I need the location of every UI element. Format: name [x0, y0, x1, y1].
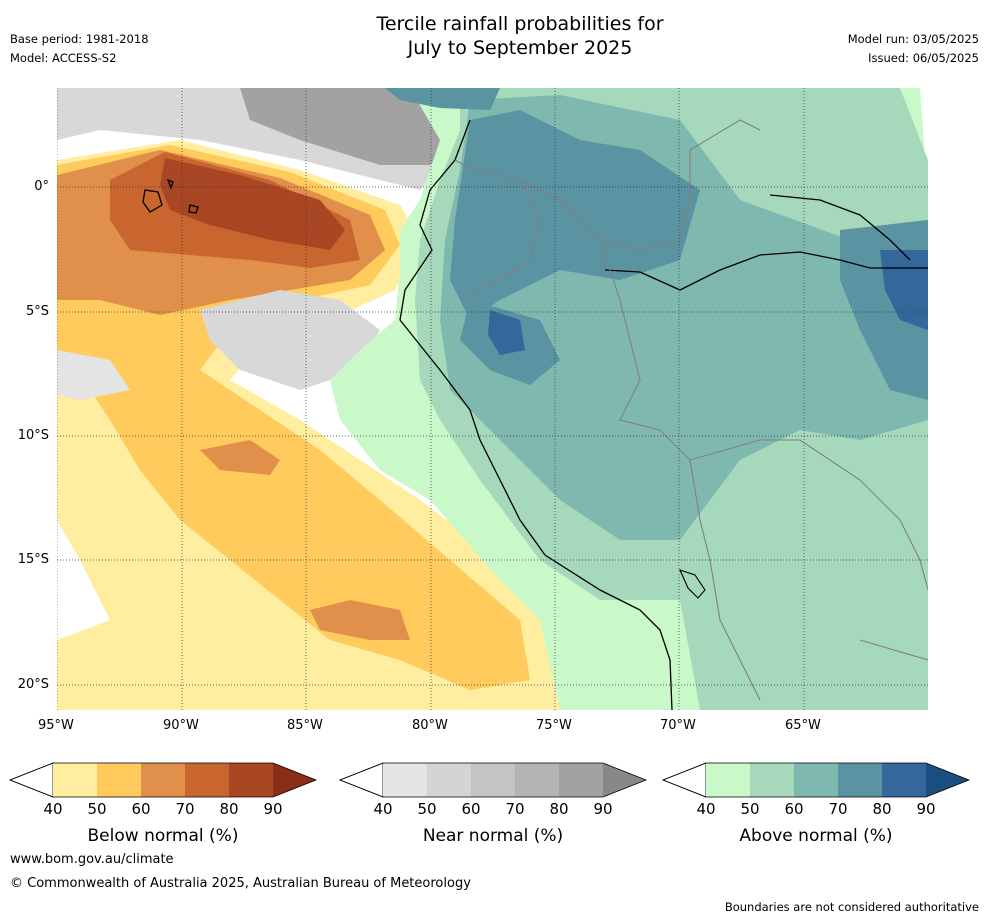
colorbar-below-normal — [8, 762, 318, 798]
below-normal-80-region — [160, 158, 345, 250]
colorbar-near-normal — [338, 762, 648, 798]
below-tick: 40 — [43, 800, 63, 818]
probability-map — [57, 88, 928, 710]
map-gridlines — [57, 88, 928, 710]
above-normal-label: Above normal (%) — [739, 826, 893, 846]
above-tick: 80 — [872, 800, 892, 818]
above-normal-80-region — [488, 310, 525, 355]
issued-date: Issued: 06/05/2025 — [868, 51, 979, 65]
map-title: Tercile rainfall probabilities for July … — [0, 12, 988, 60]
near-tick: 80 — [549, 800, 569, 818]
below-normal-60-patch — [200, 440, 280, 475]
near-tick: 90 — [593, 800, 613, 818]
below-tick: 70 — [175, 800, 195, 818]
country-borders — [454, 119, 928, 701]
lon-label-85w: 85°W — [287, 718, 323, 733]
lon-label-65w: 65°W — [785, 718, 821, 733]
lon-label-80w: 80°W — [412, 718, 448, 733]
near-tick: 40 — [373, 800, 393, 818]
below-tick: 50 — [87, 800, 107, 818]
lon-label-90w: 90°W — [163, 718, 199, 733]
below-tick: 80 — [219, 800, 239, 818]
below-normal-60-patch — [310, 600, 410, 640]
lon-label-95w: 95°W — [38, 718, 74, 733]
lake-titicaca — [678, 569, 706, 599]
above-normal-80-region — [880, 250, 928, 330]
lon-label-75w: 75°W — [536, 718, 572, 733]
above-tick: 60 — [784, 800, 804, 818]
model-run: Model run: 03/05/2025 — [847, 32, 979, 46]
below-tick: 60 — [131, 800, 151, 818]
footer-copyright: © Commonwealth of Australia 2025, Austra… — [10, 876, 471, 891]
lat-label-15s: 15°S — [17, 552, 49, 567]
above-tick: 70 — [828, 800, 848, 818]
near-tick: 60 — [461, 800, 481, 818]
above-tick: 50 — [740, 800, 760, 818]
footer-url: www.bom.gov.au/climate — [10, 852, 174, 867]
near-normal-region — [240, 88, 460, 165]
lon-label-70w: 70°W — [660, 718, 696, 733]
below-normal-label: Below normal (%) — [87, 826, 239, 846]
near-tick: 70 — [505, 800, 525, 818]
coastline — [399, 119, 673, 710]
title-line-2: July to September 2025 — [407, 37, 633, 59]
amazon-river — [769, 194, 911, 261]
model-name: Model: ACCESS-S2 — [10, 51, 117, 65]
above-tick: 40 — [696, 800, 716, 818]
lat-label-0: 0° — [34, 179, 49, 194]
title-line-1: Tercile rainfall probabilities for — [376, 13, 664, 35]
colorbar-above-normal — [661, 762, 971, 798]
near-tick: 50 — [417, 800, 437, 818]
galapagos-islands — [142, 178, 199, 214]
near-normal-label: Near normal (%) — [422, 826, 564, 846]
near-normal-region — [57, 350, 130, 400]
near-normal-region — [200, 290, 380, 390]
below-tick: 90 — [263, 800, 283, 818]
lat-label-5s: 5°S — [25, 304, 49, 319]
base-period: Base period: 1981-2018 — [10, 32, 149, 46]
lat-label-10s: 10°S — [17, 428, 49, 443]
lat-label-20s: 20°S — [17, 677, 49, 692]
above-tick: 90 — [916, 800, 936, 818]
footer-disclaimer: Boundaries are not considered authoritat… — [724, 900, 979, 914]
amazon-river — [604, 251, 928, 291]
above-normal-70-region — [385, 88, 500, 110]
